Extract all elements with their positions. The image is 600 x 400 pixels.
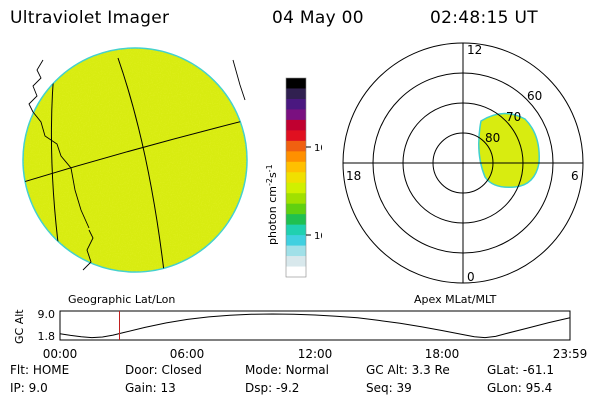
colorbar-segment [286,98,306,111]
colorbar-segment [286,78,306,90]
info-glat: GLat: -61.1 [487,363,554,377]
polar-plot: 12 18 6 0 80 70 60 [342,42,584,284]
colorbar-gradient [286,78,306,278]
geographic-image-panel [22,47,248,273]
colorbar-segment [286,151,306,163]
colorbar-tick-label-10: 10 [314,231,322,242]
x-tick-label-1800: 18:00 [425,347,460,361]
colorbar-unit-label: photon cm-2s-1 [265,164,279,245]
colorbar: 100 10 photon cm-2s-1 [265,77,322,278]
info-gain: Gain: 13 [125,381,176,395]
colorbar-segment [286,182,306,194]
info-ip: IP: 9.0 [10,381,48,395]
info-glon: GLon: 95.4 [487,381,553,395]
mlat-label-60: 60 [527,89,542,103]
y-axis-label: GC Alt [13,309,26,344]
mlat-label-80: 80 [485,131,500,145]
strip-frame [59,310,571,341]
info-gc-alt: GC Alt: 3.3 Re [366,363,450,377]
x-tick-label-2359: 23:59 [553,347,588,361]
colorbar-segment [286,256,306,268]
geographic-label: Geographic Lat/Lon [68,293,176,306]
colorbar-segment [286,140,306,152]
colorbar-segment [286,266,306,278]
x-tick-label-0000: 00:00 [43,347,78,361]
y-tick-label-bottom: 1.8 [38,330,56,343]
colorbar-segment [286,235,306,247]
mlt-label-18: 18 [346,169,361,183]
colorbar-segment [286,88,306,100]
header-date: 04 May 00 [272,8,364,28]
y-tick-label-top: 9.0 [38,308,56,321]
mlt-label-12: 12 [467,43,482,57]
info-dsp: Dsp: -9.2 [245,381,300,395]
info-seq: Seq: 39 [366,381,412,395]
colorbar-segment [286,214,306,226]
info-flt: Flt: HOME [10,363,70,377]
colorbar-segment [286,245,306,257]
info-door: Door: Closed [125,363,202,377]
colorbar-tick-label-100: 100 [314,143,322,154]
colorbar-segment [286,130,306,142]
mlat-label-70: 70 [506,110,521,124]
app-title: Ultraviolet Imager [10,8,170,28]
polar-grid [342,42,584,284]
colorbar-segment [286,203,306,215]
aurora-oval [478,112,540,189]
colorbar-segment [286,172,306,184]
colorbar-segment [286,224,306,236]
x-tick-label-0600: 06:00 [170,347,205,361]
coastline [28,59,246,271]
mlt-label-6: 6 [571,169,579,183]
info-mode: Mode: Normal [245,363,329,377]
colorbar-segment [286,119,306,131]
orbit-altitude-line [59,313,571,339]
geographic-disk [22,47,248,273]
apex-label: Apex MLat/MLT [414,293,497,306]
header-time: 02:48:15 UT [430,8,538,28]
colorbar-segment [286,193,306,205]
x-tick-label-1200: 12:00 [298,347,333,361]
mlt-label-0: 0 [467,270,475,284]
colorbar-segment [286,109,306,121]
orbit-altitude-chart: GC Alt 9.0 1.8 00:00 06:00 12:00 18:00 2… [13,308,588,361]
colorbar-segment [286,161,306,173]
